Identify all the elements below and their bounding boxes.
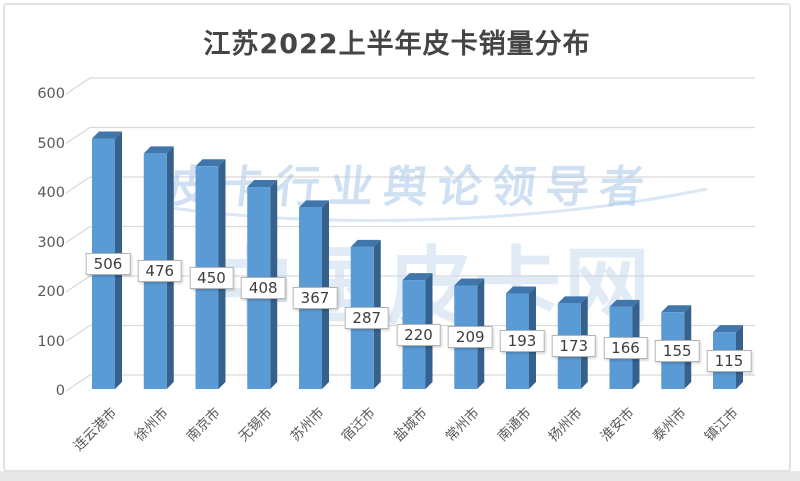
bar-value-label: 287 bbox=[344, 306, 390, 329]
y-axis-tick-label: 600 bbox=[37, 86, 65, 102]
bar-value-label: 166 bbox=[603, 336, 648, 359]
gridline-perspective-connector bbox=[65, 77, 91, 95]
bar-value-label: 408 bbox=[240, 277, 286, 300]
watermark-slogan-text: 皮卡行业舆论领导者 bbox=[164, 162, 657, 213]
bar-top-face bbox=[350, 239, 381, 247]
bar-top-face bbox=[402, 273, 433, 281]
bar-top-face bbox=[92, 131, 122, 139]
x-axis-category-label: 南京市 bbox=[183, 404, 224, 445]
x-axis-category-label: 常州市 bbox=[442, 404, 483, 445]
x-axis-category-label: 扬州市 bbox=[545, 404, 586, 445]
bar-value-label: 220 bbox=[396, 323, 441, 346]
bar-top-face bbox=[195, 159, 226, 167]
bar-value-label: 506 bbox=[85, 252, 131, 275]
bar-value-label: 367 bbox=[292, 287, 338, 310]
bar-top-face bbox=[713, 325, 743, 333]
bar-top-face bbox=[557, 296, 588, 304]
bar-top-face bbox=[143, 146, 174, 154]
gridline-perspective-connector bbox=[65, 324, 91, 343]
bar-value-label: 155 bbox=[654, 339, 700, 362]
x-axis-category-label: 南通市 bbox=[494, 404, 535, 445]
x-axis-category-label: 连云港市 bbox=[70, 404, 121, 455]
bar-top-face bbox=[454, 278, 485, 286]
chart-card: 江苏2022上半年皮卡销量分布 皮卡行业舆论领导者 中国皮卡网 0 100 200 3… bbox=[3, 3, 791, 472]
y-axis-tick-label: 500 bbox=[37, 135, 65, 152]
gridline-perspective-connector bbox=[65, 275, 91, 293]
x-axis-category-label: 泰州市 bbox=[649, 404, 690, 445]
bar-value-label: 173 bbox=[551, 335, 597, 358]
y-axis-tick-label: 300 bbox=[37, 234, 65, 251]
page-background-strip bbox=[0, 471, 800, 481]
bar-value-label: 476 bbox=[137, 260, 183, 283]
bar-value-label: 209 bbox=[447, 326, 493, 349]
x-axis-category-label: 镇江市 bbox=[701, 404, 742, 445]
y-axis-tick-label: 100 bbox=[37, 333, 65, 350]
x-axis-category-label: 盐城市 bbox=[390, 404, 431, 445]
bar-top-face bbox=[661, 305, 692, 313]
gridline-perspective-connector bbox=[65, 225, 91, 244]
y-axis-tick-label: 400 bbox=[37, 185, 65, 201]
x-axis-category-label: 无锡市 bbox=[235, 404, 276, 445]
bar-top-face bbox=[609, 299, 640, 307]
bar-top-face bbox=[299, 200, 329, 208]
bar-top-face bbox=[247, 180, 278, 188]
x-axis-category-label: 徐州市 bbox=[131, 404, 172, 445]
x-axis-category-label: 宿迁市 bbox=[338, 404, 379, 445]
watermark-swoosh-curve bbox=[151, 187, 708, 222]
y-axis-tick-label: 200 bbox=[37, 284, 65, 300]
gridline-perspective-connector bbox=[65, 176, 91, 194]
bar-value-label: 450 bbox=[189, 266, 234, 289]
bar-value-label: 115 bbox=[706, 349, 752, 372]
gridline-perspective-connector bbox=[65, 374, 91, 392]
bar-top-face bbox=[506, 286, 536, 294]
x-axis-category-label: 淮安市 bbox=[597, 404, 638, 445]
chart-title: 江苏2022上半年皮卡销量分布 bbox=[203, 29, 591, 60]
bar-value-label: 193 bbox=[499, 330, 545, 353]
y-axis-tick-label: 0 bbox=[55, 383, 65, 399]
x-axis-category-label: 苏州市 bbox=[287, 404, 328, 445]
gridline-perspective-connector bbox=[65, 126, 91, 145]
